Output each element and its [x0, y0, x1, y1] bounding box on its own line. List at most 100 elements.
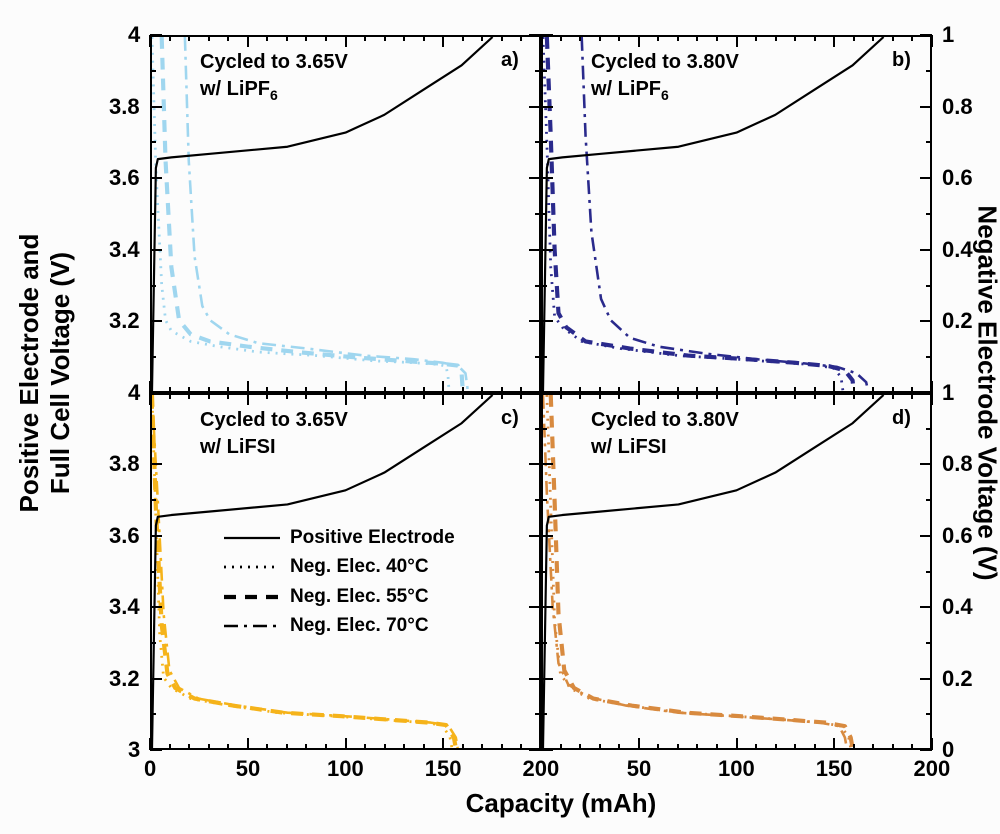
panel-title-line1: Cycled to 3.80V	[591, 409, 739, 431]
axis-tick	[853, 35, 855, 41]
axis-tick	[227, 393, 229, 399]
axis-tick	[755, 393, 757, 399]
axis-tick	[266, 35, 268, 41]
axis-tick-label: 0.4	[942, 237, 973, 263]
axis-tick	[560, 35, 562, 41]
axis-tick-label: 0.2	[942, 308, 973, 334]
axis-tick-label: 3.8	[109, 94, 140, 120]
axis-tick	[481, 35, 483, 41]
panel-title-line1: Cycled to 3.65V	[200, 409, 348, 431]
x-axis-label: Capacity (mAh)	[431, 788, 691, 819]
axis-tick	[541, 34, 553, 36]
panel-title: Cycled to 3.80Vw/ LiPF6	[591, 49, 739, 105]
axis-tick	[442, 35, 444, 47]
axis-tick	[364, 393, 366, 399]
legend-item: Neg. Elec. 70°C	[222, 611, 455, 640]
axis-tick	[920, 106, 932, 108]
axis-tick	[540, 35, 542, 47]
axis-tick	[364, 744, 366, 750]
axis-tick	[541, 177, 553, 179]
axis-tick	[188, 393, 190, 399]
axis-tick	[931, 35, 933, 47]
axis-tick	[677, 35, 679, 41]
axis-tick	[926, 499, 932, 501]
axis-tick	[541, 463, 553, 465]
axis-tick	[920, 392, 932, 394]
axis-tick	[501, 744, 503, 750]
axis-tick-label: 0.4	[942, 594, 973, 620]
axis-tick-label: 200	[523, 756, 560, 782]
axis-tick	[208, 393, 210, 399]
axis-tick	[814, 744, 816, 750]
axis-tick	[853, 393, 855, 399]
y-left-axis-label: Positive Electrode and Full Cell Voltage…	[14, 233, 76, 512]
axis-tick	[364, 35, 366, 41]
axis-tick	[403, 35, 405, 41]
axis-tick	[520, 744, 522, 750]
axis-tick	[150, 177, 162, 179]
axis-tick	[794, 744, 796, 750]
axis-tick	[384, 744, 386, 750]
axis-tick	[892, 744, 894, 750]
axis-tick	[541, 141, 547, 143]
axis-tick	[501, 35, 503, 41]
axis-tick-label: 3.2	[109, 308, 140, 334]
axis-tick	[423, 744, 425, 750]
axis-tick	[638, 738, 640, 750]
axis-tick	[911, 744, 913, 750]
axis-tick	[541, 320, 553, 322]
axis-tick	[325, 35, 327, 41]
axis-tick	[423, 35, 425, 41]
axis-tick-label: 0	[144, 756, 156, 782]
axis-tick	[920, 606, 932, 608]
axis-tick	[618, 393, 620, 399]
axis-tick-label: 3.6	[109, 523, 140, 549]
axis-tick	[529, 249, 541, 251]
axis-tick	[305, 35, 307, 41]
axis-tick	[150, 571, 156, 573]
axis-tick	[677, 393, 679, 399]
axis-tick	[150, 499, 156, 501]
axis-tick-label: 3.4	[109, 594, 140, 620]
axis-tick	[833, 35, 835, 47]
axis-tick-label: 150	[816, 756, 853, 782]
axis-tick	[696, 393, 698, 399]
axis-tick	[920, 249, 932, 251]
panel-letter: b)	[892, 49, 911, 72]
axis-tick	[638, 35, 640, 47]
axis-tick	[599, 744, 601, 750]
axis-tick	[920, 177, 932, 179]
axis-tick	[481, 744, 483, 750]
panel-title-line1: Cycled to 3.65V	[200, 51, 348, 73]
axis-tick	[247, 738, 249, 750]
axis-tick	[150, 713, 156, 715]
axis-tick	[149, 393, 151, 405]
axis-tick	[541, 713, 547, 715]
axis-tick	[541, 70, 547, 72]
axis-tick	[150, 70, 156, 72]
axis-tick	[657, 393, 659, 399]
axis-tick	[541, 642, 547, 644]
axis-tick-label: 150	[425, 756, 462, 782]
axis-tick	[169, 393, 171, 399]
legend-item: Neg. Elec. 55°C	[222, 582, 455, 611]
axis-tick	[529, 535, 541, 537]
axis-tick-label: 0	[942, 737, 954, 763]
axis-tick	[442, 393, 444, 405]
axis-tick	[926, 213, 932, 215]
axis-tick-label: 3.2	[109, 666, 140, 692]
axis-tick-label: 100	[327, 756, 364, 782]
axis-tick	[150, 34, 162, 36]
axis-tick	[462, 35, 464, 41]
legend-item: Positive Electrode	[222, 523, 455, 552]
axis-tick	[227, 35, 229, 41]
axis-tick	[872, 744, 874, 750]
axis-tick	[150, 320, 162, 322]
axis-tick	[150, 356, 156, 358]
axis-tick	[520, 35, 522, 41]
axis-tick-label: 100	[718, 756, 755, 782]
legend-item: Neg. Elec. 40°C	[222, 552, 455, 581]
axis-tick	[247, 393, 249, 405]
axis-tick	[926, 356, 932, 358]
panel-title: Cycled to 3.80Vw/ LiFSI	[591, 407, 739, 461]
